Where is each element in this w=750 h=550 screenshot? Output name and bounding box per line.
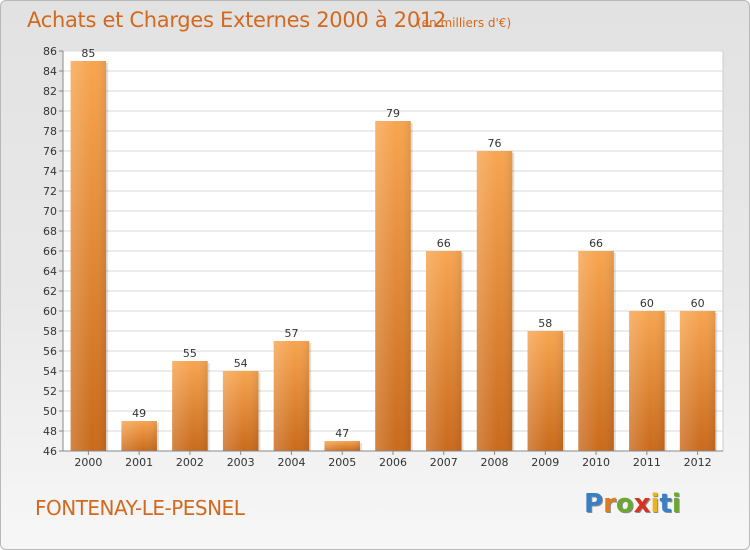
y-tick-label: 74: [43, 165, 57, 178]
y-tick-label: 82: [43, 85, 57, 98]
y-tick-label: 60: [43, 305, 57, 318]
bar-value-label: 58: [538, 317, 552, 330]
bar-sheen: [629, 311, 665, 451]
x-tick-label: 2004: [277, 456, 305, 469]
y-tick-label: 52: [43, 385, 57, 398]
bar-value-label: 54: [234, 357, 248, 370]
x-tick-label: 2003: [227, 456, 255, 469]
bar-sheen: [273, 341, 310, 451]
y-tick-label: 72: [43, 185, 57, 198]
x-tick-label: 2010: [582, 456, 610, 469]
bar-value-label: 66: [437, 237, 451, 250]
bar-value-label: 60: [640, 297, 654, 310]
logo-letter: i: [650, 489, 660, 519]
y-tick-label: 64: [43, 265, 57, 278]
bar-sheen: [172, 361, 208, 451]
x-tick-label: 2005: [328, 456, 356, 469]
bar-sheen: [70, 61, 107, 451]
x-tick-label: 2007: [430, 456, 458, 469]
logo-letter: i: [671, 489, 681, 519]
bar-value-label: 57: [284, 327, 298, 340]
proxiti-logo: Proxiti: [584, 489, 681, 519]
bar-sheen: [476, 151, 513, 451]
y-tick-label: 46: [43, 445, 57, 458]
town-name: FONTENAY-LE-PESNEL: [35, 496, 245, 520]
chart-title: Achats et Charges Externes 2000 à 2012: [27, 8, 447, 32]
y-tick-label: 78: [43, 125, 57, 138]
x-tick-label: 2009: [531, 456, 559, 469]
bar-value-label: 66: [589, 237, 603, 250]
chart-subtitle: (en milliers d'€): [417, 16, 512, 30]
bar-sheen: [324, 441, 360, 451]
y-tick-label: 86: [43, 45, 57, 58]
logo-letter: t: [659, 489, 672, 519]
y-tick-label: 70: [43, 205, 57, 218]
bar-sheen: [426, 251, 462, 451]
bar-sheen: [222, 371, 259, 451]
bar-sheen: [375, 121, 411, 451]
bar-value-label: 49: [132, 407, 146, 420]
x-tick-label: 2001: [125, 456, 153, 469]
bar-value-label: 60: [691, 297, 705, 310]
x-tick-label: 2008: [481, 456, 509, 469]
y-tick-label: 76: [43, 145, 57, 158]
bar-value-label: 85: [81, 47, 95, 60]
bar-sheen: [121, 421, 157, 451]
bar-sheen: [679, 311, 716, 451]
logo-letter: x: [633, 489, 651, 519]
y-tick-label: 80: [43, 105, 57, 118]
bar-value-label: 47: [335, 427, 349, 440]
y-tick-label: 54: [43, 365, 57, 378]
y-tick-label: 84: [43, 65, 57, 78]
y-tick-label: 56: [43, 345, 57, 358]
logo-letter: P: [584, 489, 604, 519]
x-tick-label: 2006: [379, 456, 407, 469]
x-axis: 2000 2001 2002 2003 2004 2005 2006 2007 2008 2009…: [63, 450, 723, 469]
y-tick-label: 50: [43, 405, 57, 418]
bar-value-label: 79: [386, 107, 400, 120]
y-tick-label: 66: [43, 245, 57, 258]
bar-sheen: [578, 251, 614, 451]
bar-value-label: 76: [488, 137, 502, 150]
bar-sheen: [527, 331, 564, 451]
x-tick-label: 2002: [176, 456, 204, 469]
y-axis: 46 48 50 52 54 56 58 60 62 64 66 68 70 72 74 76 78 80 82 84…: [43, 45, 64, 458]
y-tick-label: 58: [43, 325, 57, 338]
y-tick-label: 68: [43, 225, 57, 238]
y-tick-label: 48: [43, 425, 57, 438]
x-tick-label: 2000: [74, 456, 102, 469]
x-tick-label: 2011: [633, 456, 661, 469]
logo-letter: r: [603, 489, 616, 519]
bars: 85 49 55 54 57 47 79 66 76 58 66 60 60: [70, 47, 718, 451]
bar-value-label: 55: [183, 347, 197, 360]
logo-letter: o: [615, 489, 634, 519]
x-tick-label: 2012: [684, 456, 712, 469]
y-tick-label: 62: [43, 285, 57, 298]
